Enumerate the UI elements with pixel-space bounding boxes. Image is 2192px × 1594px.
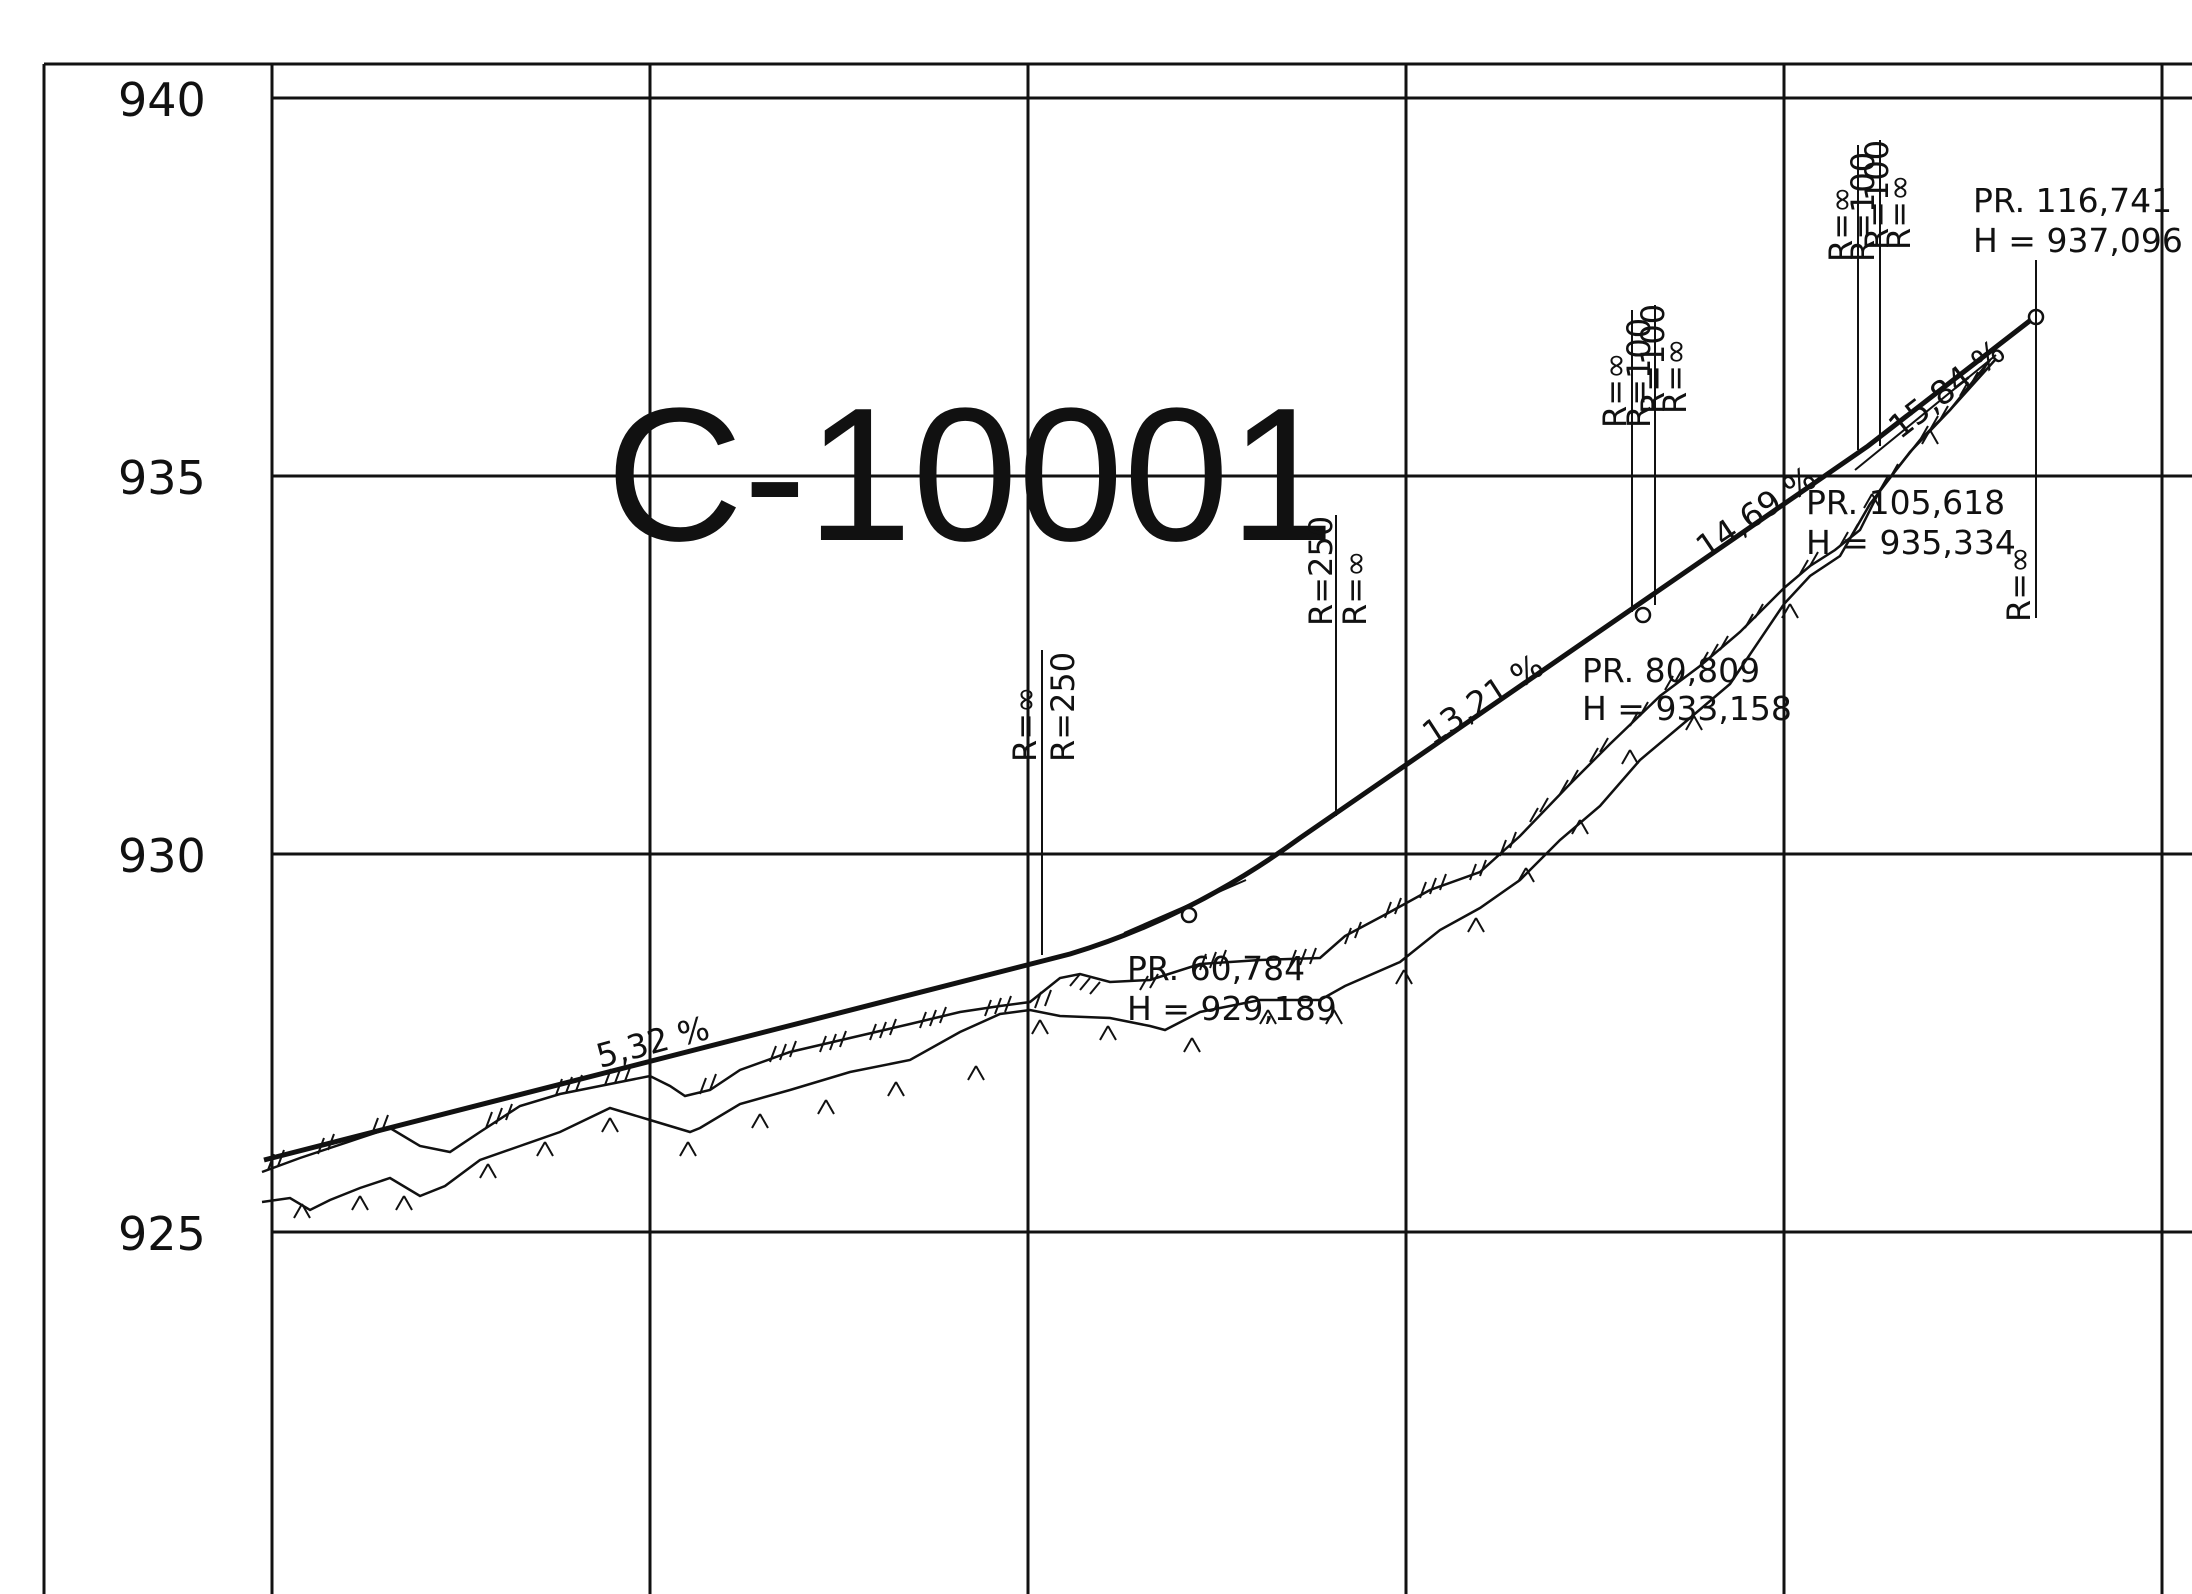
- tangent-extension: [1123, 879, 1247, 934]
- hatch-mark: [1919, 405, 1949, 441]
- radius-label: R=∞: [1880, 174, 1918, 250]
- curve-leaders: [1041, 140, 2037, 955]
- radius-label: R=∞: [1336, 550, 1374, 626]
- subsoil-tick: [1685, 715, 1703, 731]
- grade-label: 13,21 %: [1415, 646, 1551, 753]
- radius-label: R=∞: [1596, 352, 1634, 428]
- subsoil-ticks: [293, 429, 1939, 1219]
- radius-label: R=100: [1844, 152, 1882, 262]
- radius-label: R=∞: [1822, 186, 1860, 262]
- station-label: PR. 105,618: [1806, 483, 2005, 522]
- hatch-mark: [1699, 635, 1729, 667]
- elevation-label: 940: [118, 73, 206, 127]
- subsoil-tick: [1863, 493, 1881, 509]
- hatch-mark: [1499, 831, 1517, 857]
- subsoil-tick: [967, 1065, 985, 1081]
- radius-label: R=∞: [2000, 546, 2038, 622]
- subsoil-tick: [751, 1113, 769, 1129]
- subsoil-tick: [1517, 867, 1535, 883]
- subsoil-tick: [1099, 1025, 1117, 1041]
- terrain-lower-line: [261, 359, 1996, 1212]
- hatch-mark: [699, 1073, 717, 1095]
- subsoil-tick: [536, 1141, 554, 1157]
- hatch-mark: [1069, 973, 1101, 995]
- hatch-mark: [1959, 361, 1989, 397]
- hatch-mark: [1799, 551, 1819, 575]
- hatch-mark: [1139, 973, 1159, 991]
- radius-label: R=250: [1044, 652, 1082, 762]
- hatch-mark: [1289, 947, 1317, 967]
- height-label: H = 937,096: [1973, 221, 2183, 260]
- subsoil-tick: [1921, 429, 1939, 445]
- hatch-mark: [1034, 989, 1052, 1009]
- subsoil-tick: [479, 1163, 497, 1179]
- radius-label: R=100: [1620, 318, 1658, 428]
- hatch-mark: [1839, 523, 1859, 547]
- hatch-mark: [869, 1018, 897, 1041]
- terrain-hatching: [267, 361, 1989, 1171]
- elevation-label: 930: [118, 829, 206, 883]
- subsoil-tick: [351, 1195, 369, 1211]
- elevation-label: 935: [118, 451, 206, 505]
- radius-label: R=∞: [1656, 338, 1694, 414]
- subsoil-tick: [1621, 749, 1639, 765]
- hatch-mark: [1419, 873, 1447, 899]
- station-label: PR. 80,809: [1582, 651, 1760, 690]
- hatch-mark: [919, 1006, 947, 1029]
- grade-line: [263, 314, 2038, 1163]
- subsoil-tick: [817, 1099, 835, 1115]
- subsoil-tick: [1781, 603, 1799, 619]
- hatch-mark: [1344, 921, 1362, 945]
- subsoil-tick: [1183, 1037, 1201, 1053]
- hatch-mark: [1559, 769, 1579, 795]
- pi-marker: [1180, 906, 1198, 924]
- hatch-mark: [1589, 737, 1609, 763]
- hatch-mark: [1629, 701, 1649, 727]
- radius-label: R=∞: [1006, 686, 1044, 762]
- subsoil-tick: [395, 1195, 413, 1211]
- hatch-mark: [1384, 897, 1402, 919]
- elevation-label: 925: [118, 1207, 206, 1261]
- subsoil-tick: [679, 1141, 697, 1157]
- hatch-mark: [984, 995, 1012, 1017]
- height-label: H = 935,334: [1806, 523, 2016, 562]
- hatch-mark: [1529, 797, 1549, 823]
- tangent-extension: [1854, 354, 1997, 471]
- subsoil-tick: [1259, 1009, 1277, 1025]
- hatch-mark: [769, 1040, 797, 1063]
- radius-label: R=100: [1634, 304, 1672, 414]
- height-label: H = 929,189: [1127, 989, 1337, 1028]
- subsoil-tick: [1395, 969, 1413, 985]
- radius-label: R=250: [1302, 516, 1340, 626]
- radius-label: R=100: [1858, 140, 1896, 250]
- subsoil-tick: [1031, 1019, 1049, 1035]
- subsoil-tick: [601, 1117, 619, 1133]
- hatch-mark: [485, 1103, 513, 1129]
- grid: [42, 62, 2192, 1594]
- hatch-mark: [1664, 667, 1684, 691]
- subsoil-tick: [293, 1203, 311, 1219]
- grade-label: 15,84 %: [1881, 332, 2012, 447]
- hatch-mark: [819, 1030, 847, 1053]
- drawing-title: C-10001: [606, 369, 1335, 581]
- height-label: H = 933,158: [1582, 689, 1792, 728]
- station-label: PR. 60,784: [1127, 949, 1305, 988]
- station-label: PR. 116,741: [1973, 181, 2172, 220]
- hatch-mark: [1199, 949, 1227, 971]
- hatch-mark: [1469, 859, 1487, 881]
- pi-marker: [1634, 606, 1652, 624]
- grade-label: 14,69 %: [1689, 458, 1824, 567]
- grade-label: 5,32 %: [592, 1008, 713, 1076]
- subsoil-tick: [887, 1081, 905, 1097]
- subsoil-tick: [1325, 1009, 1343, 1025]
- subsoil-tick: [1467, 917, 1485, 933]
- hatch-mark: [1879, 463, 1899, 491]
- hatch-mark: [1744, 603, 1764, 629]
- subsoil-tick: [1571, 819, 1589, 835]
